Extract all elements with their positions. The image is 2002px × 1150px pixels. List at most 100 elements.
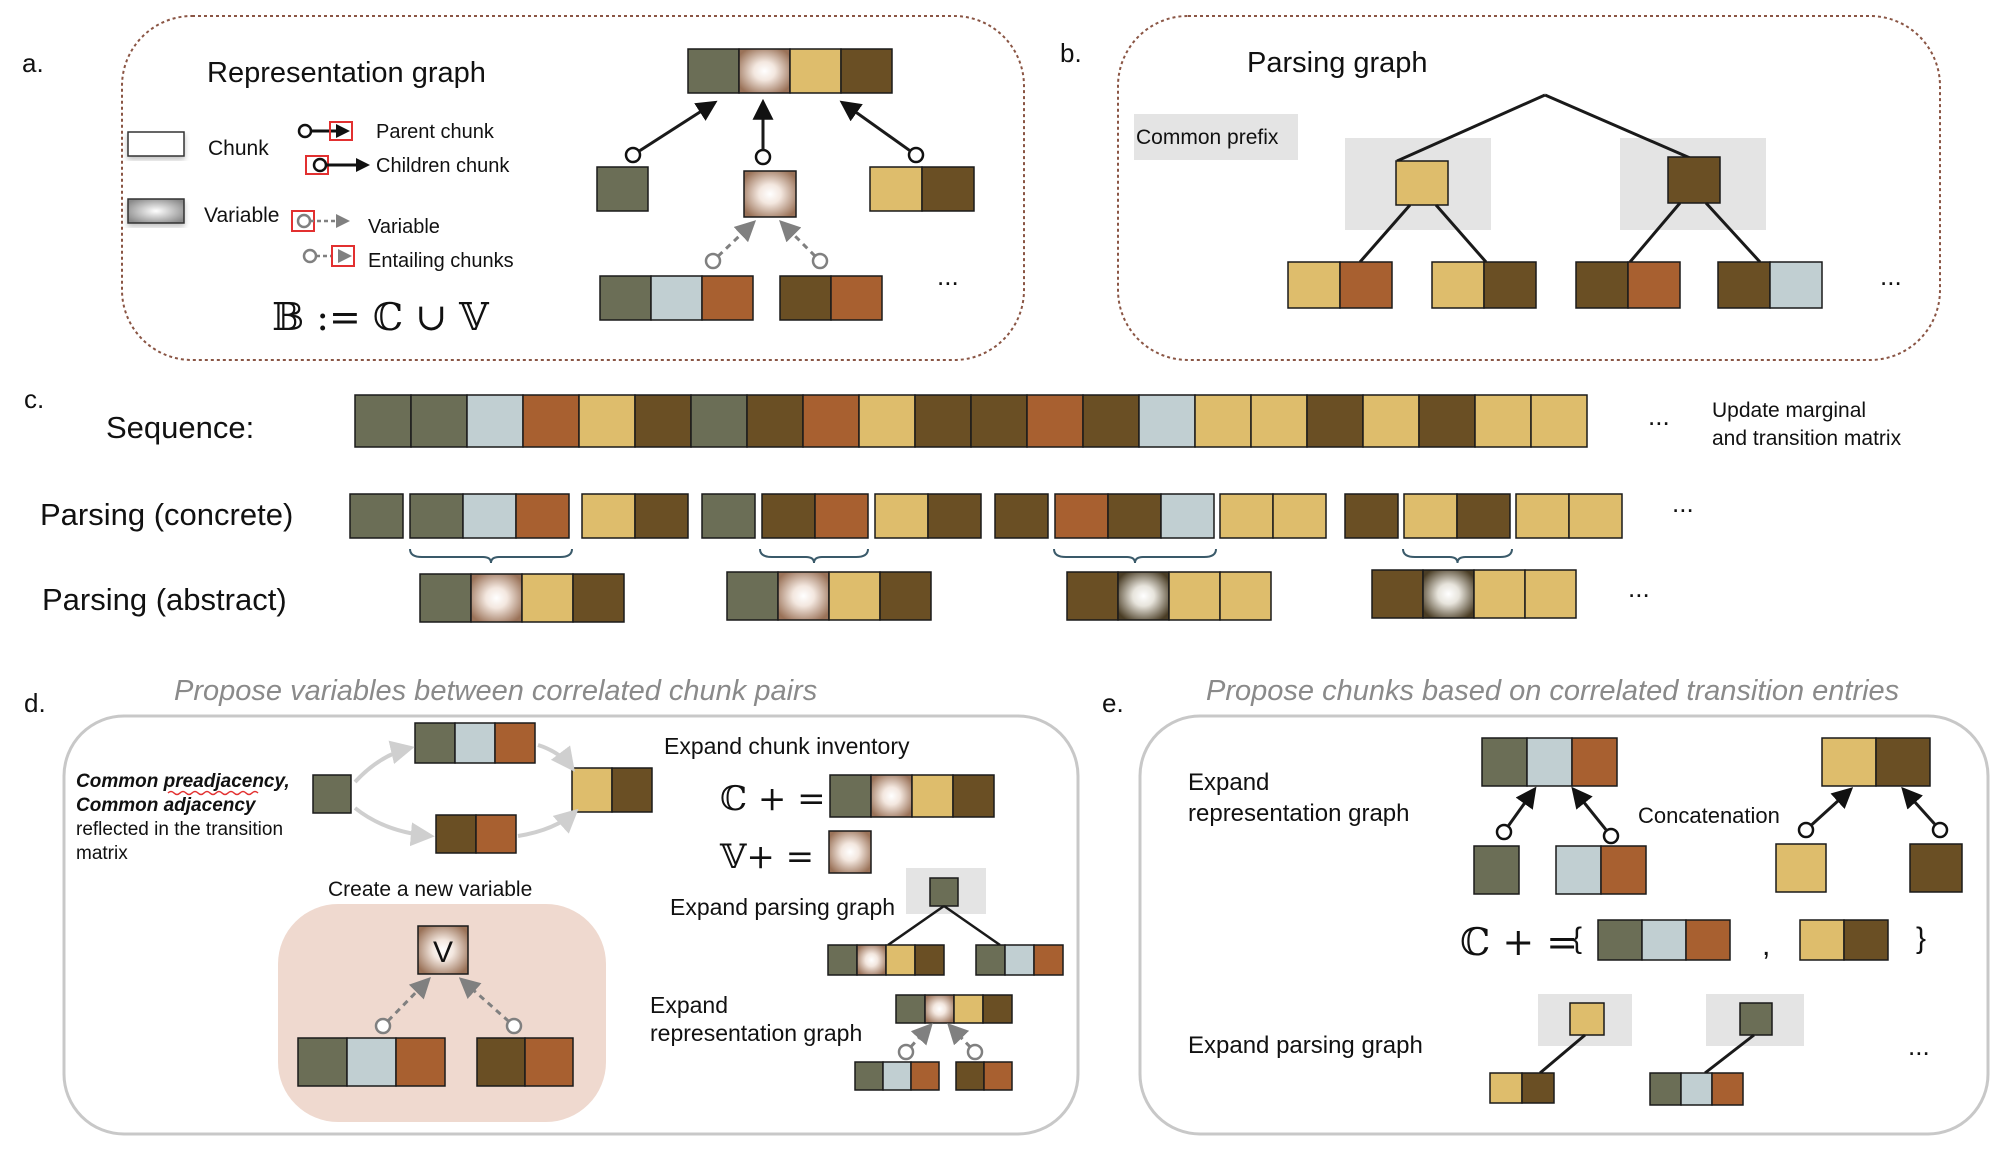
chunk-inventory: [828, 774, 995, 874]
chunk-cell-gold: [1775, 843, 1827, 893]
e-expand-parsing-label: Expand parsing graph: [1188, 1032, 1423, 1059]
chunk-cell-rust: [1026, 394, 1084, 448]
child-link-circle: [1931, 821, 1949, 839]
panel-e-label: e.: [1102, 688, 1124, 718]
panel-e: e. Propose chunks based on correlated tr…: [1102, 675, 1990, 1136]
prefix-brown-node: [1667, 156, 1721, 204]
panel-b-label: b.: [1060, 38, 1082, 68]
chunk-cell-rust: [1685, 919, 1731, 961]
transition-arc: [517, 808, 579, 838]
concrete-chunk: [761, 493, 869, 539]
legend-variable-swatch: [127, 198, 185, 224]
concrete-parsing: [349, 493, 1623, 564]
panel-e-border: [1138, 714, 1990, 1136]
chunk-cell-brown: [840, 48, 893, 94]
chunk-cell-gold: [953, 994, 984, 1024]
child-gold-brown-chunk: [869, 166, 975, 212]
child-variable-chunk: [743, 170, 797, 218]
e-ellipsis: ...: [1908, 1031, 1930, 1061]
parse-leaf: [827, 944, 945, 976]
legend-parent-chunk-label: Parent chunk: [376, 121, 495, 143]
chunk-cell-light_blue: [1526, 737, 1573, 787]
new-variable-graph: V: [297, 925, 574, 1087]
e-open-brace: {: [1572, 922, 1582, 955]
abstract-parsing: [419, 569, 1577, 623]
legend-chunk-label: Chunk: [208, 137, 269, 160]
e-comma: ,: [1762, 929, 1770, 962]
chunk-cell-rust: [1711, 1072, 1744, 1106]
new-variable: [828, 830, 872, 874]
legend-variable-link-icon: [291, 210, 350, 232]
chunk-cell-brown: [634, 493, 689, 539]
child-link-circle: [754, 148, 772, 166]
e-c-plus-eq: ℂ + =: [1460, 920, 1578, 964]
chunk-cell-olive: [854, 1061, 884, 1091]
entailing-link-circle: [966, 1043, 984, 1061]
parse-leaf: [1489, 1072, 1555, 1104]
parent-link-arrow: [1506, 786, 1537, 828]
entailing-chunk: [297, 1037, 446, 1087]
chunk-cell-olive: [690, 394, 748, 448]
e-representation-graphs: [1473, 737, 1963, 895]
chunk-cell-gold: [789, 48, 842, 94]
legend-parent-chunk-icon: [297, 121, 353, 141]
chunk-cell-gold: [578, 394, 636, 448]
legend-variable-label: Variable: [204, 204, 280, 227]
parent-link-arrow: [638, 100, 718, 153]
concrete-chunk: [1054, 493, 1215, 539]
chunk-cell-var: [470, 573, 523, 623]
panel-a-border: [121, 15, 1025, 361]
child-olive-chunk: [596, 166, 649, 212]
expand-inventory-label: Expand chunk inventory: [664, 733, 910, 759]
panel-b: b. Parsing graph Common prefix ...: [1060, 15, 1941, 361]
leaf-chunk: [1717, 261, 1823, 309]
parsing-graph: [1287, 93, 1823, 309]
tree-edge: [1704, 201, 1762, 264]
chunk-cell-var: [870, 774, 913, 818]
concatenated-chunk: [1481, 737, 1618, 787]
chunk-cell-rust: [1571, 737, 1618, 787]
note-bold-2: Common adjacency: [76, 795, 257, 816]
tree-edge: [1704, 1033, 1755, 1075]
chunk-cell-brown: [634, 394, 692, 448]
d-expand-rep-line1: Expand: [650, 992, 728, 1018]
source-child: [1473, 845, 1520, 895]
transition-arc: [353, 806, 435, 847]
child-link-circle: [1602, 827, 1620, 845]
parse-root: [929, 877, 959, 907]
chunk-cell-olive: [312, 774, 352, 814]
chunk-cell-gold: [1250, 394, 1308, 448]
chunk-cell-rust: [701, 275, 754, 321]
chunk-cell-olive: [409, 493, 464, 539]
chunk-cell-light_blue: [462, 493, 517, 539]
chunk-cell-light_blue: [454, 722, 496, 764]
leaf-chunk: [1287, 261, 1393, 309]
chunk-cell-brown: [1456, 493, 1511, 539]
parent-link-arrow: [1901, 786, 1937, 826]
chunk-cell-brown: [1107, 493, 1162, 539]
tree-edge: [1539, 1033, 1586, 1075]
d-expanded-parsing-graph: [827, 868, 1064, 976]
parse-root: [1739, 1002, 1773, 1036]
child-link-circle: [1495, 823, 1513, 841]
chunk-cell-olive: [1473, 845, 1520, 895]
abstract-chunk: [1371, 569, 1577, 619]
tree-edge: [1358, 204, 1412, 263]
entailing-link-circle: [374, 1017, 392, 1035]
source-child: [1555, 845, 1647, 895]
chunk-cell-gold: [1272, 493, 1327, 539]
chunk-cell-light_blue: [882, 1061, 912, 1091]
child-link-circle: [624, 146, 642, 164]
common-prefix-label: Common prefix: [1136, 126, 1279, 149]
chunk-cell-rust: [983, 1061, 1013, 1091]
chunk-cell-light_blue: [1680, 1072, 1713, 1106]
chunk-cell-brown: [914, 394, 972, 448]
tree-edge: [1396, 93, 1546, 163]
e-expand-rep-line1: Expand: [1188, 769, 1269, 796]
chunk-cell-brown: [927, 493, 982, 539]
legend-chunk-swatch: [127, 131, 185, 157]
chunk-cell-gold: [1569, 1002, 1605, 1036]
chunk-cell-brown: [1909, 843, 1963, 893]
entailing-link-circle: [897, 1043, 915, 1061]
